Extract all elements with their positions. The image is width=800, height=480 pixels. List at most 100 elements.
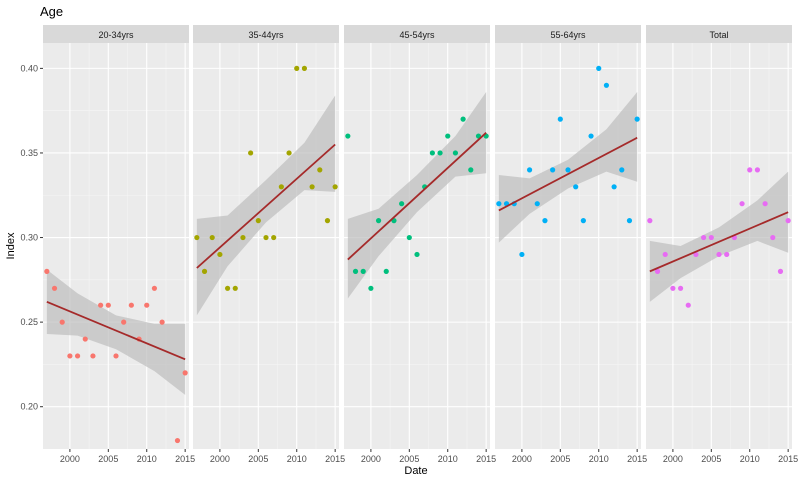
data-point — [573, 184, 579, 190]
data-point — [708, 234, 714, 241]
x-tick-label: 2010 — [137, 454, 157, 464]
y-tick-label: 0.25 — [20, 317, 38, 327]
x-tick-label: 2000 — [512, 454, 532, 464]
data-point — [98, 302, 104, 308]
x-tick-label: 2010 — [589, 454, 609, 464]
trend-line — [347, 131, 487, 261]
data-point — [294, 65, 300, 71]
data-point — [144, 302, 150, 308]
x-tick-label: 2015 — [778, 454, 798, 464]
x-tick-label: 2005 — [248, 454, 268, 464]
facet-strip-label: 35-44yrs — [248, 30, 284, 40]
data-point — [739, 201, 745, 207]
data-point — [317, 167, 323, 173]
trend-line — [46, 300, 186, 361]
confidence-band — [649, 171, 789, 302]
facet-panel: 55-64yrs 2000 2005 2010 2015 — [495, 25, 647, 464]
data-point — [174, 437, 181, 444]
data-point — [406, 234, 412, 241]
facet-strip-label: Total — [709, 30, 728, 40]
data-point — [240, 234, 246, 241]
data-point — [360, 268, 366, 274]
data-point — [286, 150, 292, 156]
data-point — [747, 167, 753, 173]
data-point — [445, 133, 451, 139]
facet-strip-label: 55-64yrs — [550, 30, 586, 40]
data-point — [301, 65, 308, 71]
data-point — [777, 268, 784, 274]
y-tick-label: 0.20 — [20, 402, 38, 412]
data-point — [596, 65, 602, 71]
x-tick-label: 2000 — [361, 454, 381, 464]
data-point — [647, 218, 653, 224]
panel-background — [43, 43, 189, 449]
data-point — [429, 150, 435, 156]
facet-panel: 20-34yrs 2000 2005 2010 2015 — [43, 25, 195, 464]
data-point — [368, 285, 374, 291]
data-point — [611, 184, 617, 190]
data-point — [51, 285, 58, 291]
data-point — [182, 370, 188, 376]
trend-line — [498, 136, 638, 212]
facet-panel: 35-44yrs 2000 2005 2010 2015 — [193, 25, 345, 464]
data-point — [44, 268, 50, 274]
trend-line — [649, 211, 789, 273]
data-point — [383, 268, 389, 274]
data-point — [557, 116, 563, 122]
facet-strip — [344, 25, 490, 43]
data-point — [519, 251, 525, 258]
data-point — [151, 285, 158, 291]
data-point — [278, 184, 284, 190]
data-point — [770, 234, 776, 241]
data-point — [375, 218, 382, 224]
data-point — [534, 201, 540, 207]
chart-title: Age — [40, 4, 64, 19]
facet-strip — [495, 25, 641, 43]
confidence-band — [46, 269, 186, 395]
data-point — [670, 285, 676, 291]
x-tick-label: 2015 — [476, 454, 496, 464]
data-point — [345, 133, 351, 139]
data-point — [209, 234, 215, 241]
data-point — [716, 251, 722, 258]
x-tick-label: 2015 — [325, 454, 345, 464]
facet-strip — [43, 25, 189, 43]
data-point — [201, 268, 208, 274]
x-tick-label: 2000 — [663, 454, 683, 464]
data-point — [309, 184, 315, 190]
data-point — [603, 82, 610, 88]
trend-line — [196, 143, 336, 269]
data-point — [113, 353, 119, 359]
data-point — [263, 234, 269, 241]
data-point — [580, 218, 586, 224]
data-point — [724, 251, 730, 258]
data-point — [128, 302, 134, 308]
data-point — [468, 167, 474, 173]
data-point — [526, 167, 533, 173]
data-point — [352, 268, 359, 274]
data-point — [701, 234, 707, 241]
data-point — [248, 150, 254, 156]
facet-strip-label: 20-34yrs — [98, 30, 134, 40]
data-point — [74, 353, 81, 359]
data-point — [90, 353, 96, 359]
facet-panel: Total 2000 2005 2010 2015 — [646, 25, 798, 464]
y-tick-label: 0.30 — [20, 233, 38, 243]
x-axis-title: Date — [404, 465, 427, 477]
x-tick-label: 2015 — [175, 454, 195, 464]
data-point — [677, 285, 684, 291]
x-tick-label: 2010 — [740, 454, 760, 464]
data-point — [224, 285, 231, 291]
data-point — [685, 302, 691, 308]
x-tick-label: 2000 — [60, 454, 80, 464]
facet-strip — [193, 25, 339, 43]
data-point — [105, 302, 111, 308]
data-point — [785, 218, 791, 224]
data-point — [662, 251, 668, 258]
data-point — [762, 201, 768, 207]
data-point — [82, 336, 88, 342]
data-point — [255, 218, 261, 224]
data-point — [565, 167, 571, 173]
y-axis-title: Index — [5, 232, 17, 259]
